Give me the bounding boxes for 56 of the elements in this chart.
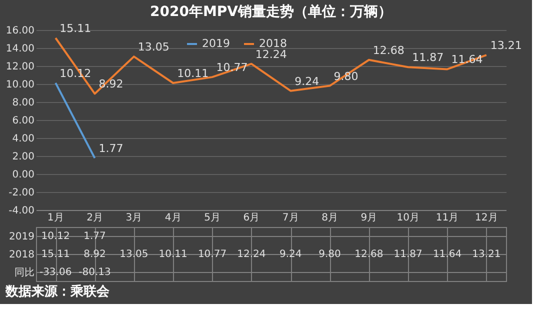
- x-tick-label: 6月: [243, 212, 260, 224]
- text: 12.68: [372, 44, 404, 57]
- x-tick-label: 3月: [126, 212, 142, 224]
- data-label: 10.12: [41, 231, 70, 242]
- y-tick-label: 8.00: [12, 98, 34, 108]
- chart-title: 2020年MPV销量走势（单位：万辆）: [150, 4, 392, 20]
- text: 13.05: [138, 40, 170, 54]
- data-label: 13.05: [120, 249, 148, 260]
- line-series: [54, 37, 488, 95]
- y-tick-label: 14.00: [6, 44, 34, 54]
- y-tick-label: -4.00: [8, 206, 34, 216]
- y-tick-label: 16.00: [6, 26, 34, 36]
- x-tick-label: 5月: [204, 212, 220, 224]
- legend-label: 2019: [202, 37, 230, 50]
- y-tick-label: 12.00: [6, 62, 34, 72]
- x-tick-label: 12月: [475, 212, 498, 224]
- text: 2018: [9, 250, 34, 260]
- text: 10.11: [177, 67, 209, 80]
- x-tick-label: 10月: [396, 212, 420, 224]
- text: -33.06: [39, 267, 72, 278]
- text: 12.24: [255, 48, 287, 61]
- data-label: 10.77: [198, 249, 227, 260]
- y-tick-label: 2.00: [12, 152, 34, 162]
- text: 2019: [9, 232, 34, 242]
- x-tick-label: 2月: [86, 212, 103, 224]
- text: 11.87: [412, 51, 444, 64]
- y-tick-label: -2.00: [8, 188, 34, 198]
- y-tick-label: 10.00: [6, 80, 34, 90]
- data-label: 12.68: [354, 249, 384, 260]
- text: 1.77: [98, 142, 124, 156]
- x-tick-label: 4月: [164, 212, 182, 224]
- y-tick-label: 6.00: [12, 116, 34, 126]
- legend-label: 2018: [259, 37, 287, 50]
- data-label: 9.24: [279, 249, 302, 260]
- data-label: 15.11: [41, 249, 70, 260]
- data-label: 11.87: [394, 249, 422, 260]
- x-tick-label: 11月: [436, 212, 459, 224]
- text: 9.24: [294, 74, 320, 88]
- y-tick-label: 0.00: [12, 170, 34, 180]
- data-label: 13.21: [472, 249, 501, 260]
- x-tick-label: 9月: [360, 212, 378, 224]
- text: 13.21: [490, 39, 522, 52]
- text: 同比: [14, 266, 34, 278]
- data-label: 10.11: [158, 249, 188, 260]
- y-tick-label: 4.00: [12, 134, 34, 144]
- x-tick-label: 7月: [282, 212, 299, 224]
- text: -80.13: [78, 267, 111, 278]
- source-note: 数据来源：乘联会: [4, 284, 110, 300]
- data-label: 8.92: [84, 249, 106, 260]
- data-label: 9.80: [318, 249, 341, 260]
- x-tick-label: 1月: [47, 212, 64, 224]
- text: 15.11: [60, 22, 92, 36]
- x-tick-label: 8月: [322, 212, 338, 224]
- data-label: 11.64: [432, 249, 462, 260]
- data-label: 1.77: [84, 231, 106, 242]
- data-label: 12.24: [237, 249, 266, 260]
